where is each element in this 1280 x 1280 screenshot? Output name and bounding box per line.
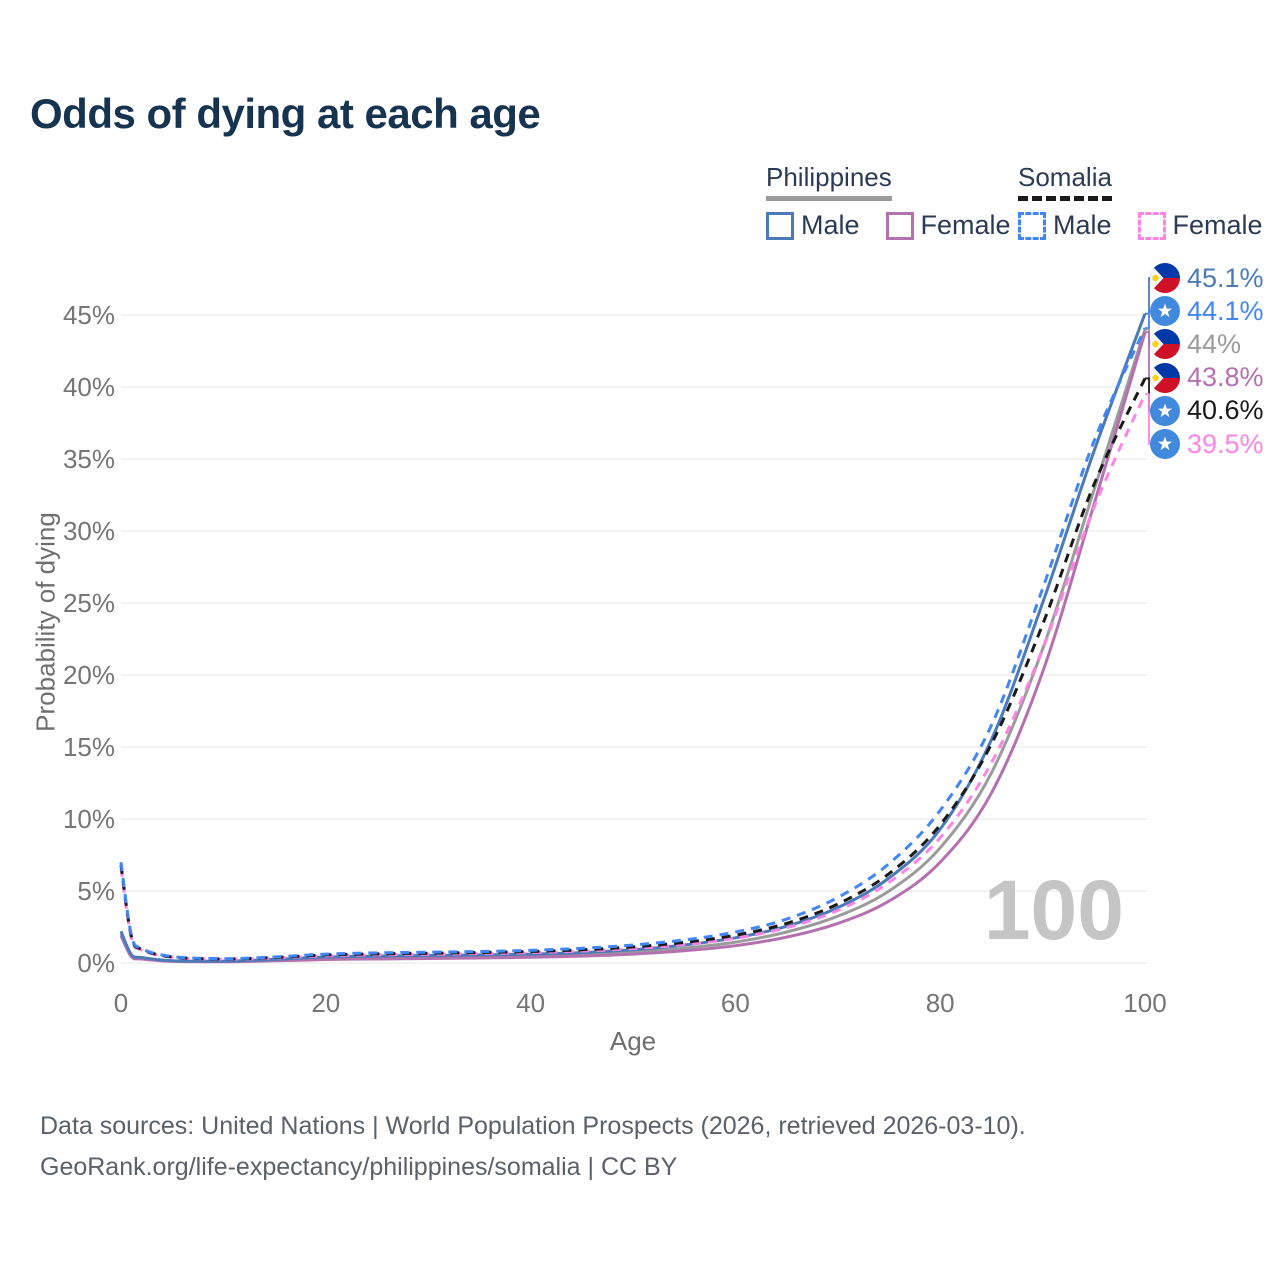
end-label-somalia-both-sexes: 40.6% [1150, 395, 1264, 427]
end-label-value: 44% [1187, 328, 1242, 359]
end-label-philippines-both-sexes: 44% [1150, 328, 1241, 360]
y-axis-tick-label: 25% [62, 588, 115, 618]
legend-group-philippines: Philippines Male Female [766, 162, 1011, 241]
somalia-male-swatch [1018, 211, 1046, 240]
legend-item-somalia-male[interactable]: Male [1018, 210, 1112, 241]
data-sources-line: Data sources: United Nations | World Pop… [40, 1112, 1026, 1140]
end-label-somalia-female: 39.5% [1150, 428, 1264, 460]
legend-group-somalia: Somalia Male Female [1018, 162, 1263, 241]
legend-item-label: Male [1053, 210, 1112, 240]
somalia-female-swatch [1137, 211, 1166, 240]
y-axis-tick-label: 5% [77, 876, 115, 906]
y-axis-tick-label: 10% [62, 804, 115, 834]
end-label-value: 43.8% [1187, 362, 1264, 393]
x-axis-tick-label: 40 [516, 988, 546, 1018]
age-counter-watermark: 100 [983, 863, 1124, 957]
somalia-flag-icon [1150, 429, 1180, 459]
end-label-value: 44.1% [1187, 295, 1264, 326]
y-axis-tick-label: 20% [62, 660, 115, 690]
x-axis-tick-label: 20 [311, 988, 341, 1018]
legend-country-philippines[interactable]: Philippines [766, 162, 892, 201]
somalia-flag-icon [1150, 395, 1180, 426]
x-axis-tick-label: 60 [720, 988, 750, 1018]
y-axis-tick-label: 45% [62, 300, 115, 330]
series-line-somalia-female[interactable] [119, 393, 1147, 961]
x-axis-tick-label: 0 [113, 988, 129, 1018]
philippines-male-swatch [766, 211, 794, 240]
y-axis-tick-label: 15% [62, 732, 115, 762]
end-label-value: 39.5% [1187, 428, 1264, 459]
y-axis-tick-label: 30% [62, 516, 115, 546]
legend-item-label: Female [1172, 210, 1263, 240]
end-label-value: 45.1% [1187, 262, 1264, 293]
y-axis-tick-label: 0% [77, 948, 115, 978]
philippines-female-swatch [885, 211, 914, 240]
legend-item-somalia-female[interactable]: Female [1137, 210, 1263, 241]
end-label-philippines-male: 45.1% [1150, 262, 1264, 294]
philippines-flag-icon [1150, 362, 1180, 393]
y-axis-tick-label: 40% [62, 372, 115, 402]
legend-item-philippines-female[interactable]: Female [885, 210, 1011, 241]
series-line-somalia-both-sexes[interactable] [119, 377, 1147, 961]
y-axis-tick-label: 35% [62, 444, 115, 474]
footer: Data sources: United Nations | World Pop… [40, 1106, 1026, 1187]
series-line-somalia-male[interactable] [119, 327, 1147, 961]
legend-item-label: Female [920, 210, 1011, 240]
attribution-line: GeoRank.org/life-expectancy/philippines/… [40, 1152, 678, 1181]
philippines-flag-icon [1150, 263, 1180, 293]
end-label-philippines-female: 43.8% [1150, 362, 1264, 394]
philippines-flag-icon [1150, 329, 1180, 360]
x-axis-title: Age [609, 1026, 657, 1056]
end-label-value: 40.6% [1187, 395, 1264, 426]
page-title: Odds of dying at each age [30, 90, 541, 137]
somalia-flag-icon [1150, 296, 1180, 327]
x-axis-tick-label: 100 [1123, 988, 1167, 1018]
x-axis-tick-label: 80 [925, 988, 955, 1018]
legend-item-philippines-male[interactable]: Male [766, 210, 860, 241]
legend-item-label: Male [801, 210, 860, 240]
legend-country-somalia[interactable]: Somalia [1018, 162, 1112, 201]
end-label-somalia-male: 44.1% [1150, 295, 1264, 327]
